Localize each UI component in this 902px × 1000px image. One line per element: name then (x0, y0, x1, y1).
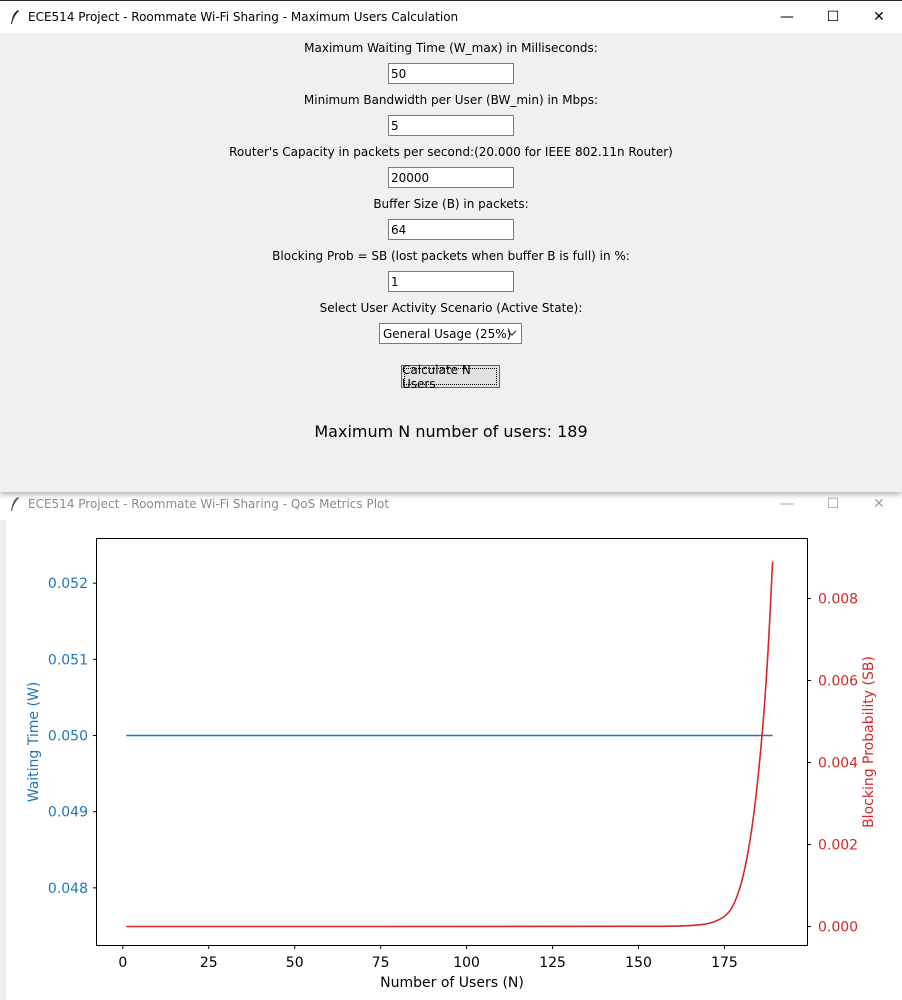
minimize-button[interactable]: — (780, 9, 794, 25)
calc-window: ECE514 Project - Roommate Wi-Fi Sharing … (0, 0, 902, 492)
calculate-button[interactable]: Calculate N Users (401, 362, 500, 391)
x-tick-label-5: 125 (539, 955, 566, 971)
bwmin-input[interactable]: 5 (388, 115, 514, 136)
plot-frame (96, 538, 808, 946)
y-right-tick-label-4: 0.008 (818, 591, 858, 607)
result-text: Maximum N number of users: 189 (314, 422, 588, 441)
blocking-label: Blocking Prob = SB (lost packets when bu… (272, 249, 630, 263)
plot-titlebar[interactable]: ECE514 Project - Roommate Wi-Fi Sharing … (0, 488, 902, 520)
buffer-label: Buffer Size (B) in packets: (373, 197, 529, 211)
plot-maximize-button[interactable]: ☐ (826, 496, 840, 512)
blocking-input[interactable]: 1 (388, 271, 514, 292)
x-tick-label-2: 50 (286, 955, 304, 971)
calc-titlebar[interactable]: ECE514 Project - Roommate Wi-Fi Sharing … (0, 0, 902, 33)
plot-close-button[interactable]: ✕ (873, 496, 885, 512)
close-button[interactable]: ✕ (873, 9, 885, 25)
y-left-axis-label: Waiting Time (W) (26, 682, 42, 802)
y-left-tick-label-2: 0.050 (48, 729, 88, 745)
capacity-input[interactable]: 20000 (388, 167, 514, 188)
buffer-input[interactable]: 64 (388, 219, 514, 240)
feather-icon (11, 497, 19, 511)
bwmin-label: Minimum Bandwidth per User (BW_min) in M… (303, 93, 599, 107)
plot-window: ECE514 Project - Roommate Wi-Fi Sharing … (0, 488, 902, 1000)
feather-icon (11, 10, 19, 24)
scenario-select[interactable]: General Usage (25%) (379, 323, 522, 344)
y-right-tick-label-3: 0.006 (818, 673, 858, 689)
capacity-label: Router's Capacity in packets per second:… (229, 145, 673, 159)
qos-chart: 0 25 50 75 100 125 150 175 0.048 0.049 0.050 0.051 0… (26, 538, 877, 991)
x-tick-label-3: 75 (372, 955, 390, 971)
y-left-tick-label-3: 0.051 (48, 652, 88, 668)
y-right-axis-label: Blocking Probability (SB) (861, 656, 877, 828)
x-tick-label-6: 150 (625, 955, 652, 971)
y-left-tick-label-0: 0.048 (48, 881, 88, 897)
maximize-button[interactable]: ☐ (826, 9, 840, 25)
x-tick-label-4: 100 (453, 955, 480, 971)
calc-window-title: ECE514 Project - Roommate Wi-Fi Sharing … (28, 10, 459, 24)
y-left-tick-label-4: 0.052 (48, 576, 88, 592)
y-right-tick-label-0: 0.000 (818, 920, 858, 936)
plot-minimize-button[interactable]: — (780, 496, 794, 512)
scenario-label: Select User Activity Scenario (Active St… (319, 301, 583, 315)
y-right-tick-label-2: 0.004 (818, 756, 858, 772)
x-tick-label-1: 25 (200, 955, 218, 971)
series-line-1 (126, 561, 774, 928)
x-axis-label: Number of Users (N) (380, 975, 524, 991)
chevron-down-icon (507, 330, 517, 336)
wmax-label: Maximum Waiting Time (W_max) in Millisec… (304, 41, 598, 55)
calculate-button-label: Calculate N Users (402, 362, 471, 391)
x-tick-label-0: 0 (118, 955, 127, 971)
y-left-tick-label-1: 0.049 (48, 805, 88, 821)
window-edge (0, 520, 6, 1000)
scenario-value: General Usage (25%) (383, 327, 512, 341)
y-right-tick-label-1: 0.002 (818, 838, 858, 854)
plot-window-title: ECE514 Project - Roommate Wi-Fi Sharing … (28, 497, 390, 511)
wmax-input[interactable]: 50 (388, 63, 514, 84)
x-tick-label-7: 175 (711, 955, 738, 971)
